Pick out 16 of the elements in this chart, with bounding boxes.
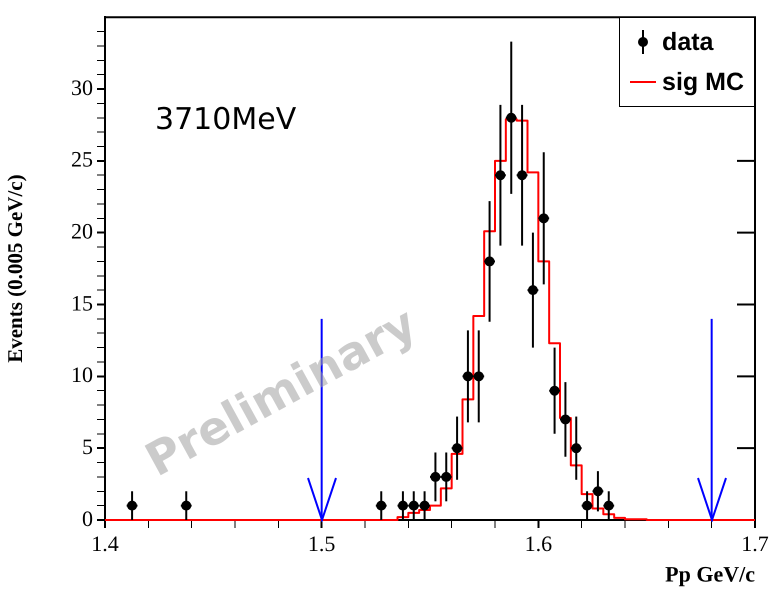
y-tick-label: 15 xyxy=(71,290,93,316)
y-tick-label: 0 xyxy=(82,506,93,531)
x-tick-label: 1.7 xyxy=(741,530,769,556)
annotation: 3710MeV xyxy=(155,102,297,138)
y-tick-label: 25 xyxy=(71,146,93,172)
y-axis-title: Events (0.005 GeV/c) xyxy=(3,174,28,363)
x-axis-title: Pp GeV/c xyxy=(665,561,756,586)
legend-label: sig MC xyxy=(662,68,744,97)
y-tick-label: 30 xyxy=(71,74,93,100)
y-tick-label: 20 xyxy=(71,218,93,244)
y-tick-label: 5 xyxy=(82,434,93,459)
x-tick-label: 1.6 xyxy=(524,530,552,556)
legend-label: data xyxy=(662,28,714,57)
y-tick-label: 10 xyxy=(71,362,93,388)
x-tick-label: 1.4 xyxy=(91,530,119,556)
x-tick-label: 1.5 xyxy=(308,530,336,556)
